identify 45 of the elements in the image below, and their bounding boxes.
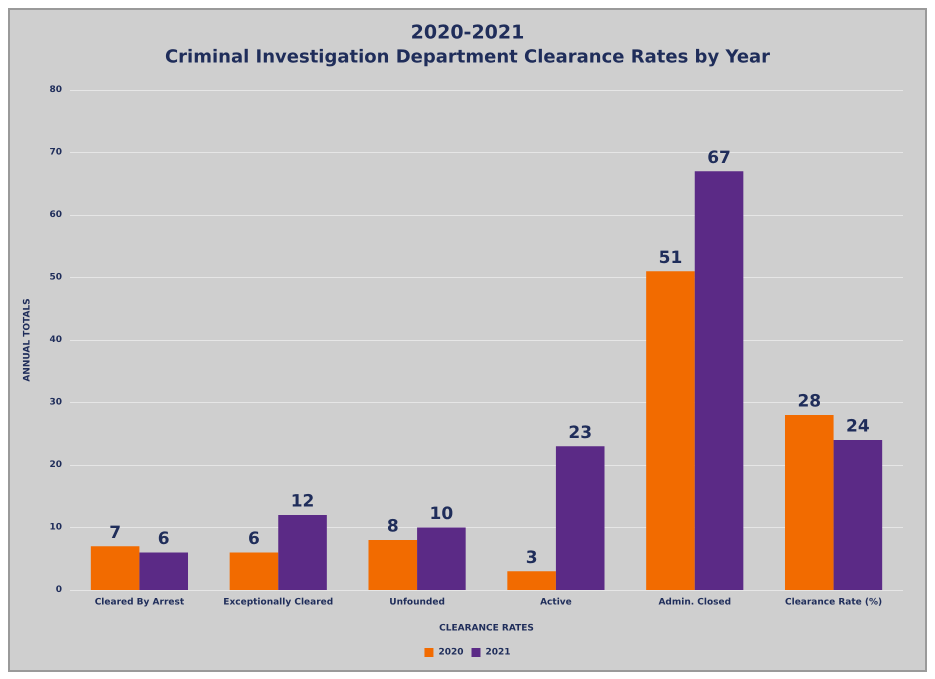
data-label: 24 — [846, 416, 870, 436]
y-tick-label: 20 — [49, 460, 62, 470]
chart-title: 2020-2021 — [410, 22, 524, 44]
x-tick-label: Active — [540, 598, 572, 608]
y-tick-label: 10 — [49, 522, 62, 532]
bar — [139, 552, 188, 590]
y-tick-label: 40 — [49, 335, 62, 345]
bar — [417, 528, 466, 590]
bar — [368, 540, 418, 590]
x-tick-label: Clearance Rate (%) — [785, 598, 882, 608]
legend-label: 2020 — [438, 648, 464, 658]
data-label: 3 — [526, 548, 538, 568]
y-tick-label: 0 — [56, 585, 62, 595]
chart-subtitle: Criminal Investigation Department Clearance Rates by Year — [164, 46, 770, 68]
data-label: 67 — [707, 148, 731, 168]
data-label: 7 — [109, 522, 122, 543]
legend-label: 2021 — [486, 648, 511, 658]
data-label: 12 — [290, 492, 314, 512]
x-axis-title: CLEARANCE RATES — [439, 624, 534, 634]
y-tick-label: 70 — [49, 148, 62, 158]
bar — [90, 546, 140, 590]
data-label: 28 — [797, 392, 822, 412]
data-label: 23 — [568, 422, 592, 443]
y-tick-label: 80 — [49, 85, 62, 95]
x-tick-label: Cleared By Arrest — [94, 598, 185, 608]
bar — [834, 440, 882, 590]
data-label: 6 — [158, 529, 170, 549]
bar — [694, 171, 744, 590]
x-tick-label: Exceptionally Cleared — [223, 598, 334, 608]
data-label: 8 — [386, 516, 399, 536]
bar — [230, 552, 278, 590]
y-tick-label: 30 — [49, 398, 62, 408]
bar — [507, 571, 556, 590]
bar — [784, 415, 834, 590]
y-tick-label: 50 — [49, 272, 62, 282]
y-tick-label: 60 — [49, 210, 62, 220]
data-label: 6 — [248, 529, 260, 549]
data-label: 10 — [430, 504, 454, 524]
x-tick-label: Admin. Closed — [658, 598, 732, 608]
bar — [646, 271, 695, 590]
data-label: 51 — [658, 248, 682, 268]
bar — [278, 515, 327, 590]
bar — [556, 446, 605, 590]
y-axis-title: ANNUAL TOTALS — [22, 298, 32, 382]
x-tick-label: Unfounded — [389, 598, 445, 608]
